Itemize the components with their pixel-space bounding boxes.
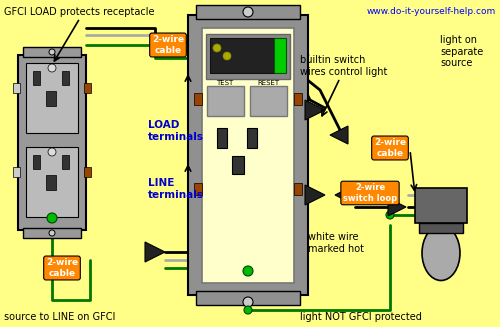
Polygon shape	[305, 185, 325, 205]
Bar	[202, 28, 294, 283]
Text: source to LINE on GFCI: source to LINE on GFCI	[4, 312, 116, 322]
Bar	[46, 175, 56, 190]
Bar	[250, 86, 287, 116]
Text: 2-wire
switch loop: 2-wire switch loop	[343, 183, 397, 203]
Bar	[18, 55, 86, 230]
Bar	[194, 183, 202, 195]
Bar	[62, 155, 69, 169]
Bar	[46, 91, 56, 106]
Bar	[188, 15, 308, 295]
Bar	[196, 5, 300, 19]
Text: white wire
marked hot: white wire marked hot	[308, 232, 364, 254]
Circle shape	[244, 306, 252, 314]
Text: LOAD
terminals: LOAD terminals	[148, 120, 204, 142]
Bar	[26, 147, 78, 217]
Bar	[194, 93, 202, 105]
Text: 2-wire
cable: 2-wire cable	[374, 138, 406, 158]
Circle shape	[243, 297, 253, 307]
Circle shape	[47, 213, 57, 223]
Text: light NOT GFCI protected: light NOT GFCI protected	[300, 312, 422, 322]
Bar	[23, 228, 81, 238]
Circle shape	[243, 7, 253, 17]
Bar	[274, 38, 286, 73]
Bar	[33, 155, 40, 169]
Bar	[419, 223, 463, 233]
Circle shape	[49, 230, 55, 236]
Bar	[210, 38, 274, 73]
Bar	[33, 71, 40, 85]
Bar	[247, 128, 257, 148]
Bar	[13, 167, 20, 177]
Circle shape	[223, 52, 231, 60]
Circle shape	[243, 266, 253, 276]
Bar	[62, 71, 69, 85]
Text: LINE
terminals: LINE terminals	[148, 178, 204, 199]
Bar	[23, 47, 81, 57]
Bar	[415, 188, 467, 223]
Circle shape	[48, 64, 56, 72]
Bar	[84, 167, 91, 177]
Bar	[294, 183, 302, 195]
Bar	[26, 63, 78, 133]
Bar	[207, 86, 244, 116]
Circle shape	[49, 49, 55, 55]
Bar	[84, 83, 91, 93]
Bar	[196, 291, 300, 305]
Polygon shape	[335, 186, 353, 204]
Circle shape	[213, 44, 221, 52]
Bar	[206, 34, 290, 79]
Text: GFCI LOAD protects receptacle: GFCI LOAD protects receptacle	[4, 7, 154, 17]
Ellipse shape	[422, 226, 460, 281]
Text: www.do-it-yourself-help.com: www.do-it-yourself-help.com	[367, 7, 496, 16]
Circle shape	[386, 211, 394, 219]
Text: 2-wire
cable: 2-wire cable	[152, 35, 184, 55]
Text: light on
separate
source: light on separate source	[440, 35, 483, 68]
Text: TEST: TEST	[216, 80, 234, 86]
Text: 2-wire
cable: 2-wire cable	[46, 258, 78, 278]
Polygon shape	[145, 242, 165, 262]
Polygon shape	[388, 198, 406, 216]
Text: RESET: RESET	[257, 80, 279, 86]
Bar	[217, 128, 227, 148]
Bar	[294, 93, 302, 105]
Circle shape	[48, 148, 56, 156]
Polygon shape	[330, 126, 348, 144]
Polygon shape	[305, 100, 325, 120]
Text: builtin switch
wires control light: builtin switch wires control light	[300, 55, 388, 77]
Bar	[13, 83, 20, 93]
Bar	[232, 156, 244, 174]
